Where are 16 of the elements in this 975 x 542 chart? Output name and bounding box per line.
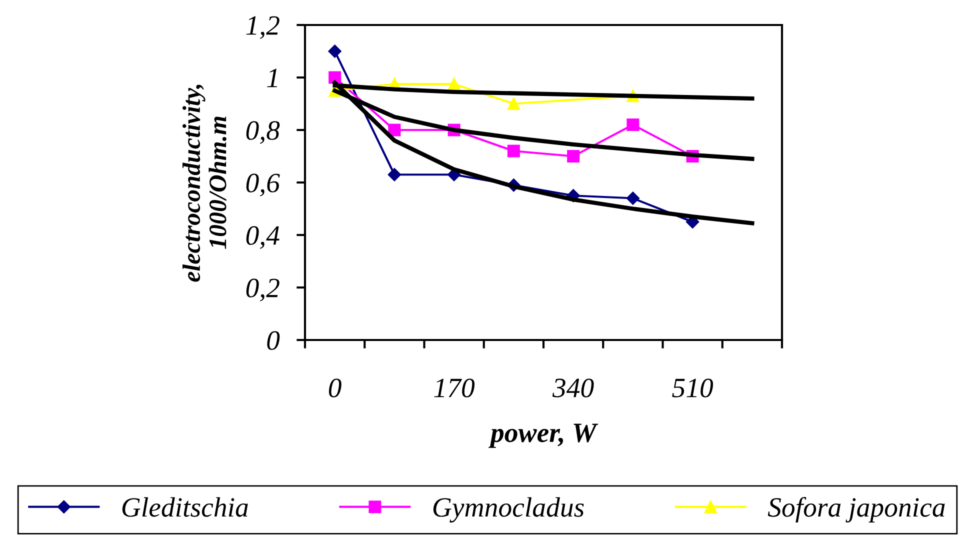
y-tick-label: 1 [267, 68, 278, 88]
x-axis-title: power, W [488, 424, 598, 448]
legend-label: Gymnocladus [433, 497, 584, 523]
y-tick-label: 0,4 [246, 226, 280, 249]
y-tick-label: 0,8 [246, 121, 280, 144]
x-tick-label: 0 [328, 378, 342, 398]
legend-label: Gleditschia [122, 497, 248, 517]
y-tick-label: 0,2 [246, 278, 280, 302]
x-tick-label: 340 [552, 378, 594, 398]
y-axis-title: electroconductivity, 1000/Ohm.m [182, 84, 226, 282]
y-tick-label: 0 [267, 331, 280, 350]
y-tick-label: 0,6 [246, 174, 280, 196]
y-tick-label: 1,2 [246, 16, 280, 39]
x-tick-label: 170 [434, 378, 475, 398]
legend-label: Sofora japonica [768, 497, 945, 522]
x-tick-label: 510 [672, 378, 714, 398]
